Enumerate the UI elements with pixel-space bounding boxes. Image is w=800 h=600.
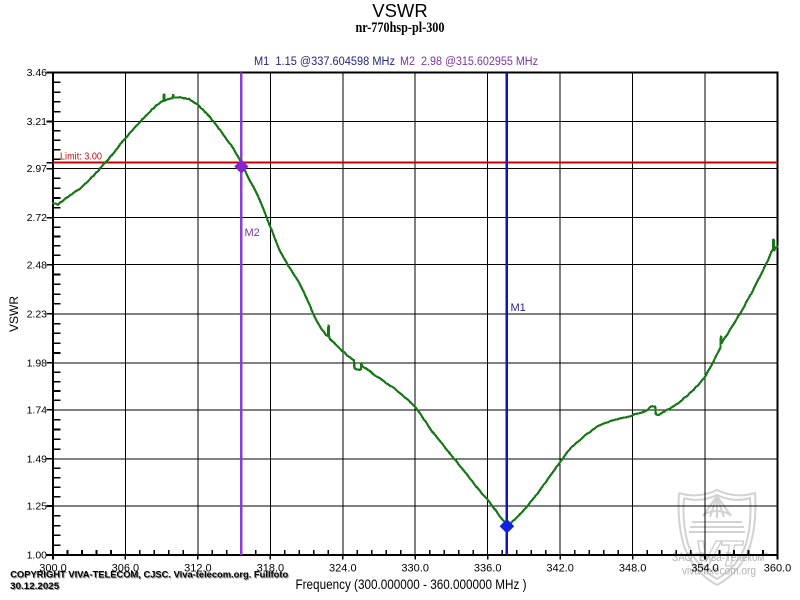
svg-text:354.0: 354.0	[691, 563, 719, 575]
svg-text:1.74: 1.74	[27, 405, 48, 417]
svg-text:M1 1.15 @337.604598 MHz: M1 1.15 @337.604598 MHz	[254, 56, 395, 68]
svg-text:330.0: 330.0	[401, 563, 429, 575]
svg-text:336.0: 336.0	[474, 563, 502, 575]
svg-text:M1: M1	[511, 302, 526, 314]
svg-text:3.21: 3.21	[27, 116, 48, 128]
svg-text:2.48: 2.48	[27, 259, 48, 271]
svg-text:1.49: 1.49	[27, 454, 48, 466]
svg-text:300.0: 300.0	[39, 563, 67, 575]
svg-text:306.0: 306.0	[112, 563, 140, 575]
svg-text:1.00: 1.00	[27, 550, 48, 562]
svg-text:VSWR: VSWR	[7, 296, 21, 332]
svg-text:312.0: 312.0	[184, 563, 212, 575]
svg-text:viva-telecom.org: viva-telecom.org	[682, 566, 756, 578]
svg-text:2.97: 2.97	[27, 163, 48, 175]
svg-text:COPYRIGHT VIVA-TELECOM, CJSC.: COPYRIGHT VIVA-TELECOM, CJSC. Viva-telec…	[11, 570, 289, 581]
svg-text:2.23: 2.23	[27, 308, 48, 320]
svg-text:30.12.2025: 30.12.2025	[10, 581, 60, 592]
svg-text:nr-770hsp-pl-300: nr-770hsp-pl-300	[356, 20, 445, 36]
svg-text:M2: M2	[245, 227, 260, 239]
svg-text:Frequency (300.000000 - 360.00: Frequency (300.000000 - 360.000000 MHz )	[296, 577, 527, 592]
svg-text:1.98: 1.98	[27, 357, 48, 369]
svg-text:Limit: 3.00: Limit: 3.00	[60, 151, 102, 163]
svg-text:1.25: 1.25	[27, 501, 48, 513]
svg-text:M2 2.98 @315.602955 MHz: M2 2.98 @315.602955 MHz	[400, 56, 538, 68]
svg-text:2.72: 2.72	[27, 212, 48, 224]
svg-text:324.0: 324.0	[329, 563, 357, 575]
svg-text:318.0: 318.0	[257, 563, 285, 575]
svg-text:COPYRIGHT VIVA-TELECOM, CJSC.: COPYRIGHT VIVA-TELECOM, CJSC. Viva-telec…	[10, 569, 288, 580]
svg-text:342.0: 342.0	[546, 563, 574, 575]
svg-text:VSWR: VSWR	[372, 0, 428, 21]
svg-text:30.12.2025: 30.12.2025	[11, 582, 61, 593]
svg-text:348.0: 348.0	[619, 563, 647, 575]
svg-text:360.0: 360.0	[764, 563, 792, 575]
svg-text:3.46: 3.46	[27, 67, 48, 79]
